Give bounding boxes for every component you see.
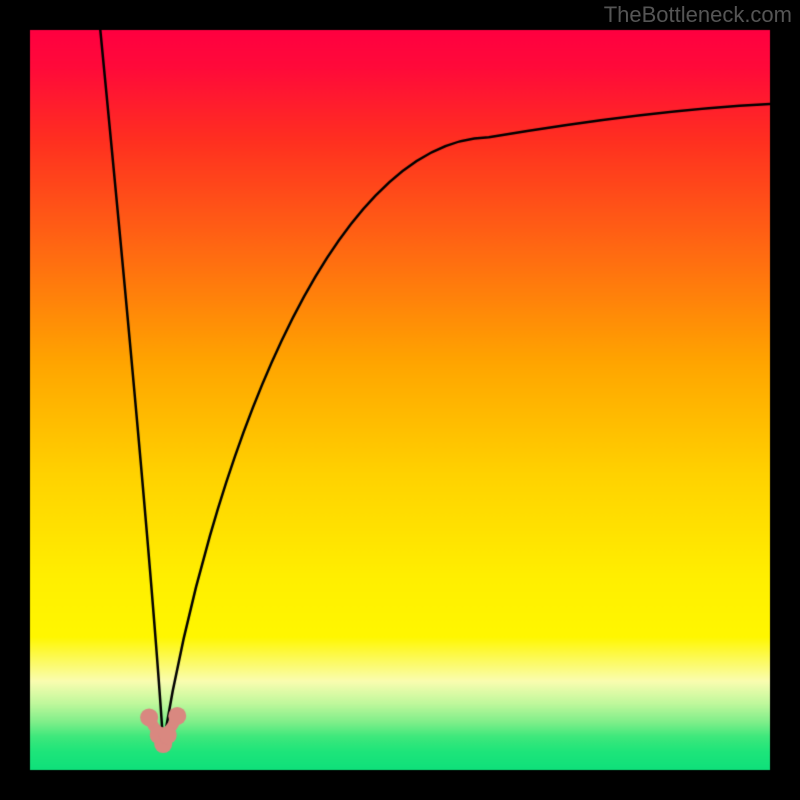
bottleneck-chart-canvas <box>0 0 800 800</box>
chart-container: TheBottleneck.com <box>0 0 800 800</box>
